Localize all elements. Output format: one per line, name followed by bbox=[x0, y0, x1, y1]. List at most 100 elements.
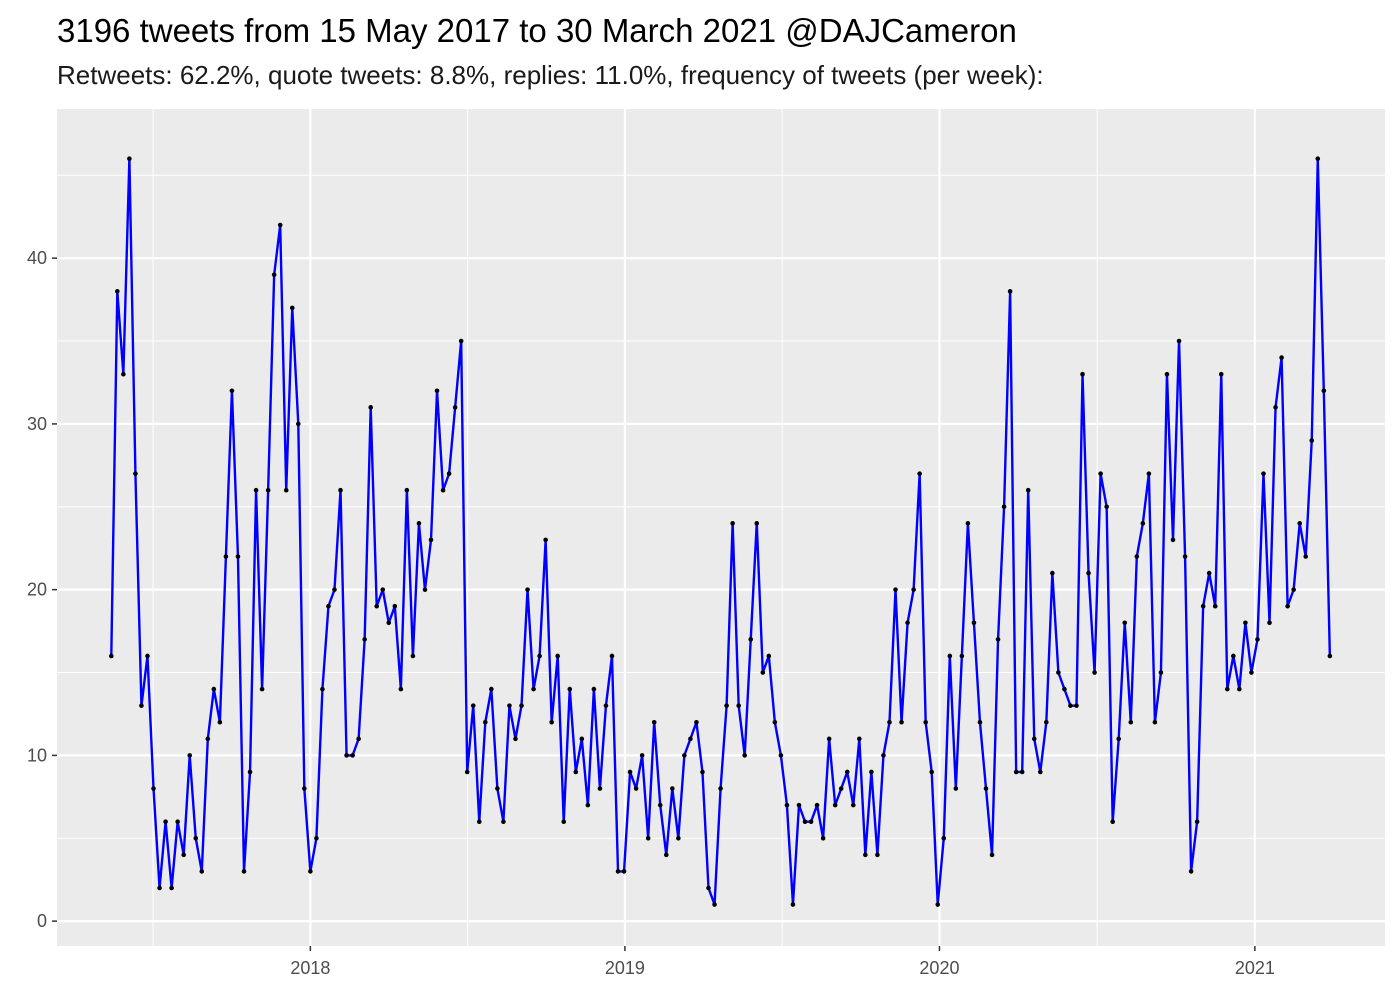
data-point bbox=[495, 786, 500, 791]
data-point bbox=[452, 405, 458, 410]
data-point bbox=[489, 686, 494, 692]
data-point bbox=[941, 835, 947, 841]
data-point bbox=[657, 802, 663, 808]
data-point bbox=[1297, 521, 1302, 526]
data-point bbox=[519, 703, 524, 708]
data-point bbox=[1321, 388, 1327, 394]
data-point bbox=[1182, 554, 1188, 559]
chart-subtitle: Retweets: 62.2%, quote tweets: 8.8%, rep… bbox=[57, 60, 1044, 90]
data-point bbox=[127, 156, 132, 162]
data-point bbox=[844, 769, 850, 775]
data-point bbox=[169, 885, 174, 891]
data-point bbox=[1249, 670, 1254, 675]
data-point bbox=[1044, 719, 1049, 725]
data-point bbox=[1116, 736, 1122, 742]
data-point bbox=[253, 487, 259, 493]
data-point bbox=[289, 305, 295, 311]
data-point bbox=[1001, 504, 1007, 510]
data-point bbox=[959, 653, 965, 659]
data-point bbox=[1176, 338, 1182, 344]
data-point bbox=[525, 587, 530, 592]
data-point bbox=[175, 819, 180, 824]
data-point bbox=[953, 786, 959, 791]
data-point bbox=[555, 653, 560, 659]
y-tick-label: 40 bbox=[27, 248, 47, 268]
data-point bbox=[1056, 670, 1061, 675]
data-point bbox=[1243, 620, 1248, 626]
data-point bbox=[911, 587, 916, 592]
y-tick-label: 20 bbox=[27, 580, 47, 600]
x-tick-label: 2021 bbox=[1235, 958, 1275, 978]
data-point bbox=[416, 521, 422, 526]
data-point bbox=[995, 637, 1001, 642]
data-point bbox=[591, 686, 597, 692]
data-point bbox=[283, 487, 289, 493]
data-point bbox=[440, 487, 446, 493]
data-point bbox=[645, 835, 651, 841]
data-point bbox=[428, 537, 434, 543]
data-point bbox=[609, 653, 615, 659]
data-point bbox=[338, 487, 343, 493]
x-tick-label: 2018 bbox=[290, 958, 330, 978]
data-point bbox=[1152, 719, 1158, 725]
data-point bbox=[241, 869, 247, 874]
data-point bbox=[470, 703, 476, 708]
data-point bbox=[1074, 703, 1079, 708]
data-point bbox=[971, 620, 977, 626]
data-point bbox=[947, 653, 953, 659]
data-point bbox=[513, 736, 518, 742]
data-point bbox=[1231, 653, 1236, 659]
x-tick-label: 2019 bbox=[605, 958, 645, 978]
data-point bbox=[350, 753, 355, 758]
data-point bbox=[1007, 289, 1013, 294]
data-point bbox=[977, 719, 983, 725]
data-point bbox=[1104, 504, 1109, 510]
data-point bbox=[760, 670, 766, 675]
data-point bbox=[857, 736, 862, 742]
data-point bbox=[1025, 487, 1031, 493]
data-point bbox=[1013, 769, 1019, 775]
y-tick-label: 30 bbox=[27, 414, 47, 434]
data-point bbox=[1062, 686, 1067, 692]
x-tick-label: 2020 bbox=[919, 958, 959, 978]
data-point bbox=[314, 835, 319, 841]
data-point bbox=[157, 885, 162, 891]
chart-title: 3196 tweets from 15 May 2017 to 30 March… bbox=[57, 12, 1017, 49]
data-point bbox=[193, 835, 199, 841]
data-point bbox=[537, 653, 542, 659]
data-point bbox=[869, 769, 874, 775]
data-point bbox=[1134, 554, 1140, 559]
data-point bbox=[778, 753, 784, 758]
data-point bbox=[108, 653, 114, 659]
data-point bbox=[1291, 587, 1296, 592]
data-point bbox=[308, 869, 313, 874]
data-point bbox=[621, 869, 627, 874]
data-point bbox=[344, 753, 349, 758]
data-point bbox=[235, 554, 241, 559]
data-point bbox=[217, 719, 223, 725]
data-point bbox=[1194, 819, 1200, 824]
data-point bbox=[1164, 371, 1170, 377]
data-point bbox=[1285, 603, 1290, 609]
data-point bbox=[265, 487, 271, 493]
data-point bbox=[398, 686, 404, 692]
data-point bbox=[271, 272, 277, 278]
data-point bbox=[1080, 371, 1085, 377]
data-point bbox=[302, 786, 307, 791]
data-point bbox=[748, 637, 754, 642]
data-point bbox=[838, 786, 844, 791]
data-point bbox=[211, 686, 217, 692]
data-point bbox=[850, 802, 856, 808]
data-point bbox=[893, 587, 898, 592]
data-point bbox=[567, 686, 573, 692]
data-point bbox=[380, 587, 386, 592]
data-point bbox=[603, 703, 609, 708]
data-point bbox=[446, 471, 452, 476]
data-point bbox=[688, 736, 693, 742]
data-point bbox=[483, 719, 488, 725]
data-point bbox=[139, 703, 144, 708]
data-point bbox=[199, 869, 205, 874]
data-point bbox=[1110, 819, 1115, 824]
data-point bbox=[1206, 570, 1212, 576]
